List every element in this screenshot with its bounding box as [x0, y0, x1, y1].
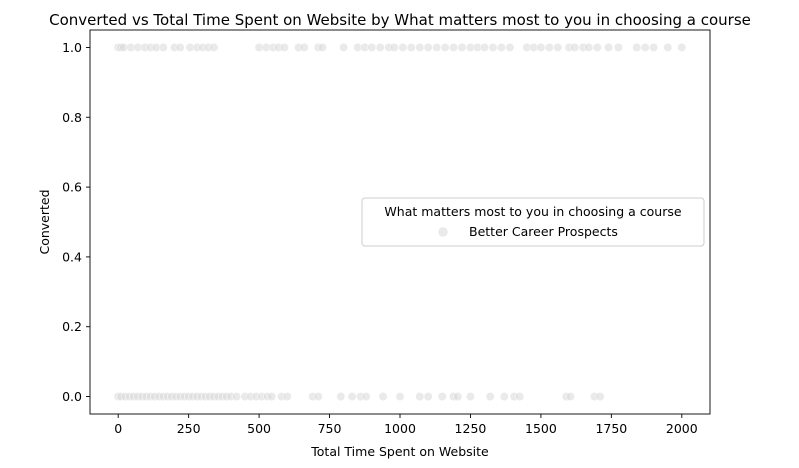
legend: What matters most to you in choosing a c…	[361, 197, 705, 247]
data-point	[536, 43, 546, 52]
y-tick-label: 0.4	[62, 249, 82, 264]
data-point	[282, 392, 292, 401]
data-point	[449, 43, 458, 52]
data-point	[649, 43, 659, 52]
data-point	[158, 43, 168, 52]
data-point	[613, 43, 623, 52]
data-point	[570, 43, 580, 52]
x-tick-label: 1000	[384, 421, 416, 436]
x-tick-label: 1250	[455, 421, 487, 436]
data-point	[395, 392, 405, 401]
x-tick-label: 0	[114, 421, 122, 436]
data-point	[361, 392, 371, 401]
y-tick-label: 0.8	[62, 110, 82, 125]
data-point	[592, 43, 602, 52]
scatter-markers	[113, 43, 687, 401]
data-point	[318, 43, 327, 52]
data-point	[544, 43, 554, 52]
x-tick-label: 250	[177, 421, 201, 436]
data-point	[553, 43, 563, 52]
data-point	[488, 43, 498, 52]
data-point	[632, 43, 642, 52]
data-point	[584, 43, 594, 52]
data-point	[389, 43, 399, 52]
data-point	[432, 43, 442, 52]
data-point	[566, 392, 575, 401]
data-point	[604, 43, 613, 52]
legend-title: What matters most to you in choosing a c…	[384, 204, 681, 219]
y-axis-label: Converted	[37, 189, 52, 254]
data-point	[485, 392, 495, 401]
data-point	[209, 43, 219, 52]
data-point	[505, 43, 515, 52]
data-point	[347, 392, 357, 401]
x-tick-label: 1750	[595, 421, 627, 436]
data-point	[232, 392, 242, 401]
data-point	[280, 43, 289, 52]
data-point	[336, 392, 346, 401]
y-tick-label: 1.0	[62, 40, 82, 55]
data-point	[378, 392, 388, 401]
data-point	[466, 392, 475, 401]
data-point	[398, 43, 408, 52]
data-point	[423, 43, 433, 52]
data-point	[415, 392, 425, 401]
x-tick-label: 750	[318, 421, 342, 436]
data-point	[367, 43, 377, 52]
data-point	[595, 392, 605, 401]
data-point	[453, 392, 463, 401]
y-tick-label: 0.6	[62, 180, 82, 195]
x-tick-label: 500	[247, 421, 271, 436]
y-tick-label: 0.0	[62, 389, 82, 404]
data-point	[415, 43, 425, 52]
data-point	[267, 392, 277, 401]
x-tick-label: 1500	[525, 421, 557, 436]
x-axis-ticks: 0 250 500 750 1000 1250 1500 1750 2000	[114, 414, 698, 436]
chart-title: Converted vs Total Time Spent on Website…	[49, 11, 751, 29]
data-point	[440, 43, 450, 52]
data-point	[437, 392, 447, 401]
data-point	[339, 43, 349, 52]
data-point	[457, 43, 467, 52]
legend-entry-label: Better Career Prospects	[469, 224, 618, 239]
data-point	[497, 43, 506, 52]
legend-marker	[437, 226, 449, 238]
x-tick-label: 2000	[666, 421, 698, 436]
data-point	[663, 43, 673, 52]
y-axis-ticks: 0.0 0.2 0.4 0.6 0.8 1.0	[62, 40, 90, 404]
data-point	[677, 43, 687, 52]
data-point	[175, 43, 185, 52]
data-point	[406, 43, 416, 52]
data-point	[423, 392, 433, 401]
data-point	[480, 43, 489, 52]
data-point	[375, 43, 385, 52]
y-tick-label: 0.2	[62, 319, 82, 334]
data-point	[499, 392, 509, 401]
data-point	[640, 43, 650, 52]
data-point	[299, 43, 309, 52]
data-point	[313, 392, 323, 401]
data-point	[515, 392, 525, 401]
x-axis-label: Total Time Spent on Website	[310, 444, 489, 459]
